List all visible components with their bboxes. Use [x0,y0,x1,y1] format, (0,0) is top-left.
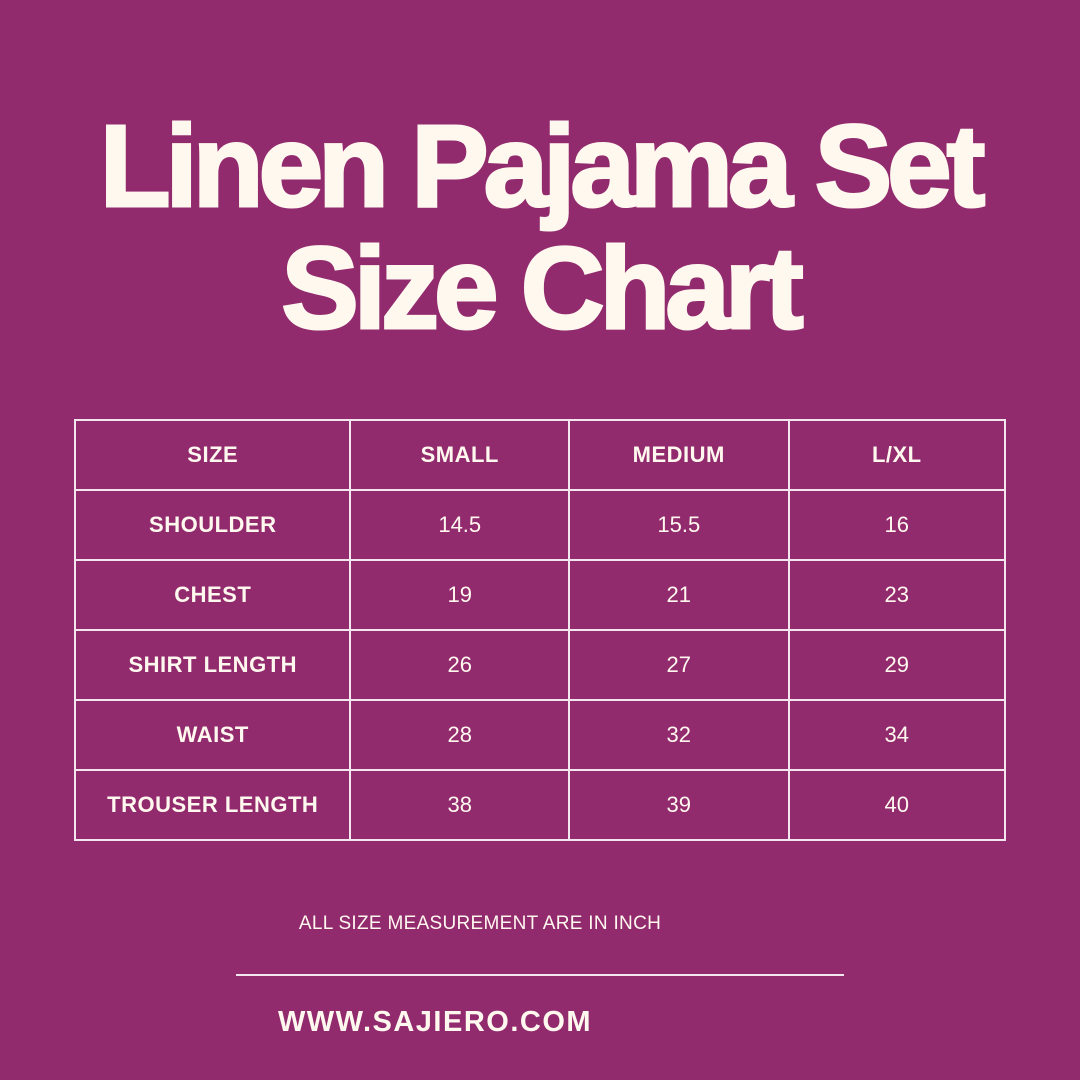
header-cell: MEDIUM [568,419,790,491]
value-cell: 26 [349,629,570,701]
value-cell: 29 [787,629,1007,701]
row-label-cell: SHOULDER [73,489,352,561]
value-cell: 38 [349,769,570,841]
value-cell: 23 [787,559,1007,631]
value-cell: 15.5 [568,489,790,561]
table-header-row: SIZE SMALL MEDIUM L/XL [73,419,1007,491]
website-link[interactable]: WWW.SAJIERO.COM [277,1006,593,1038]
value-cell: 28 [349,699,570,771]
value-cell: 40 [787,769,1007,841]
table-row: SHIRT LENGTH 26 27 29 [73,629,1007,701]
value-cell: 19 [349,559,570,631]
value-cell: 27 [568,629,790,701]
header-cell: SIZE [73,419,352,491]
value-cell: 39 [568,769,790,841]
value-cell: 16 [787,489,1007,561]
header-cell: SMALL [349,419,570,491]
row-label-cell: SHIRT LENGTH [73,629,352,701]
size-chart-table: SIZE SMALL MEDIUM L/XL SHOULDER 14.5 15.5 16 CHE… [73,419,1007,841]
title-line-1: Linen Pajama Set [98,101,987,231]
title-line-2: Size Chart [280,223,805,353]
row-label-cell: CHEST [73,559,352,631]
table-row: CHEST 19 21 23 [73,559,1007,631]
divider [236,974,844,976]
value-cell: 32 [568,699,790,771]
table-row: TROUSER LENGTH 38 39 40 [73,769,1007,841]
row-label-cell: WAIST [73,699,352,771]
table-row: SHOULDER 14.5 15.5 16 [73,489,1007,561]
value-cell: 21 [568,559,790,631]
measurement-note: ALL SIZE MEASUREMENT ARE IN INCH [298,913,662,934]
value-cell: 14.5 [349,489,570,561]
table-row: WAIST 28 32 34 [73,699,1007,771]
row-label-cell: TROUSER LENGTH [73,769,352,841]
value-cell: 34 [787,699,1007,771]
header-cell: L/XL [787,419,1007,491]
